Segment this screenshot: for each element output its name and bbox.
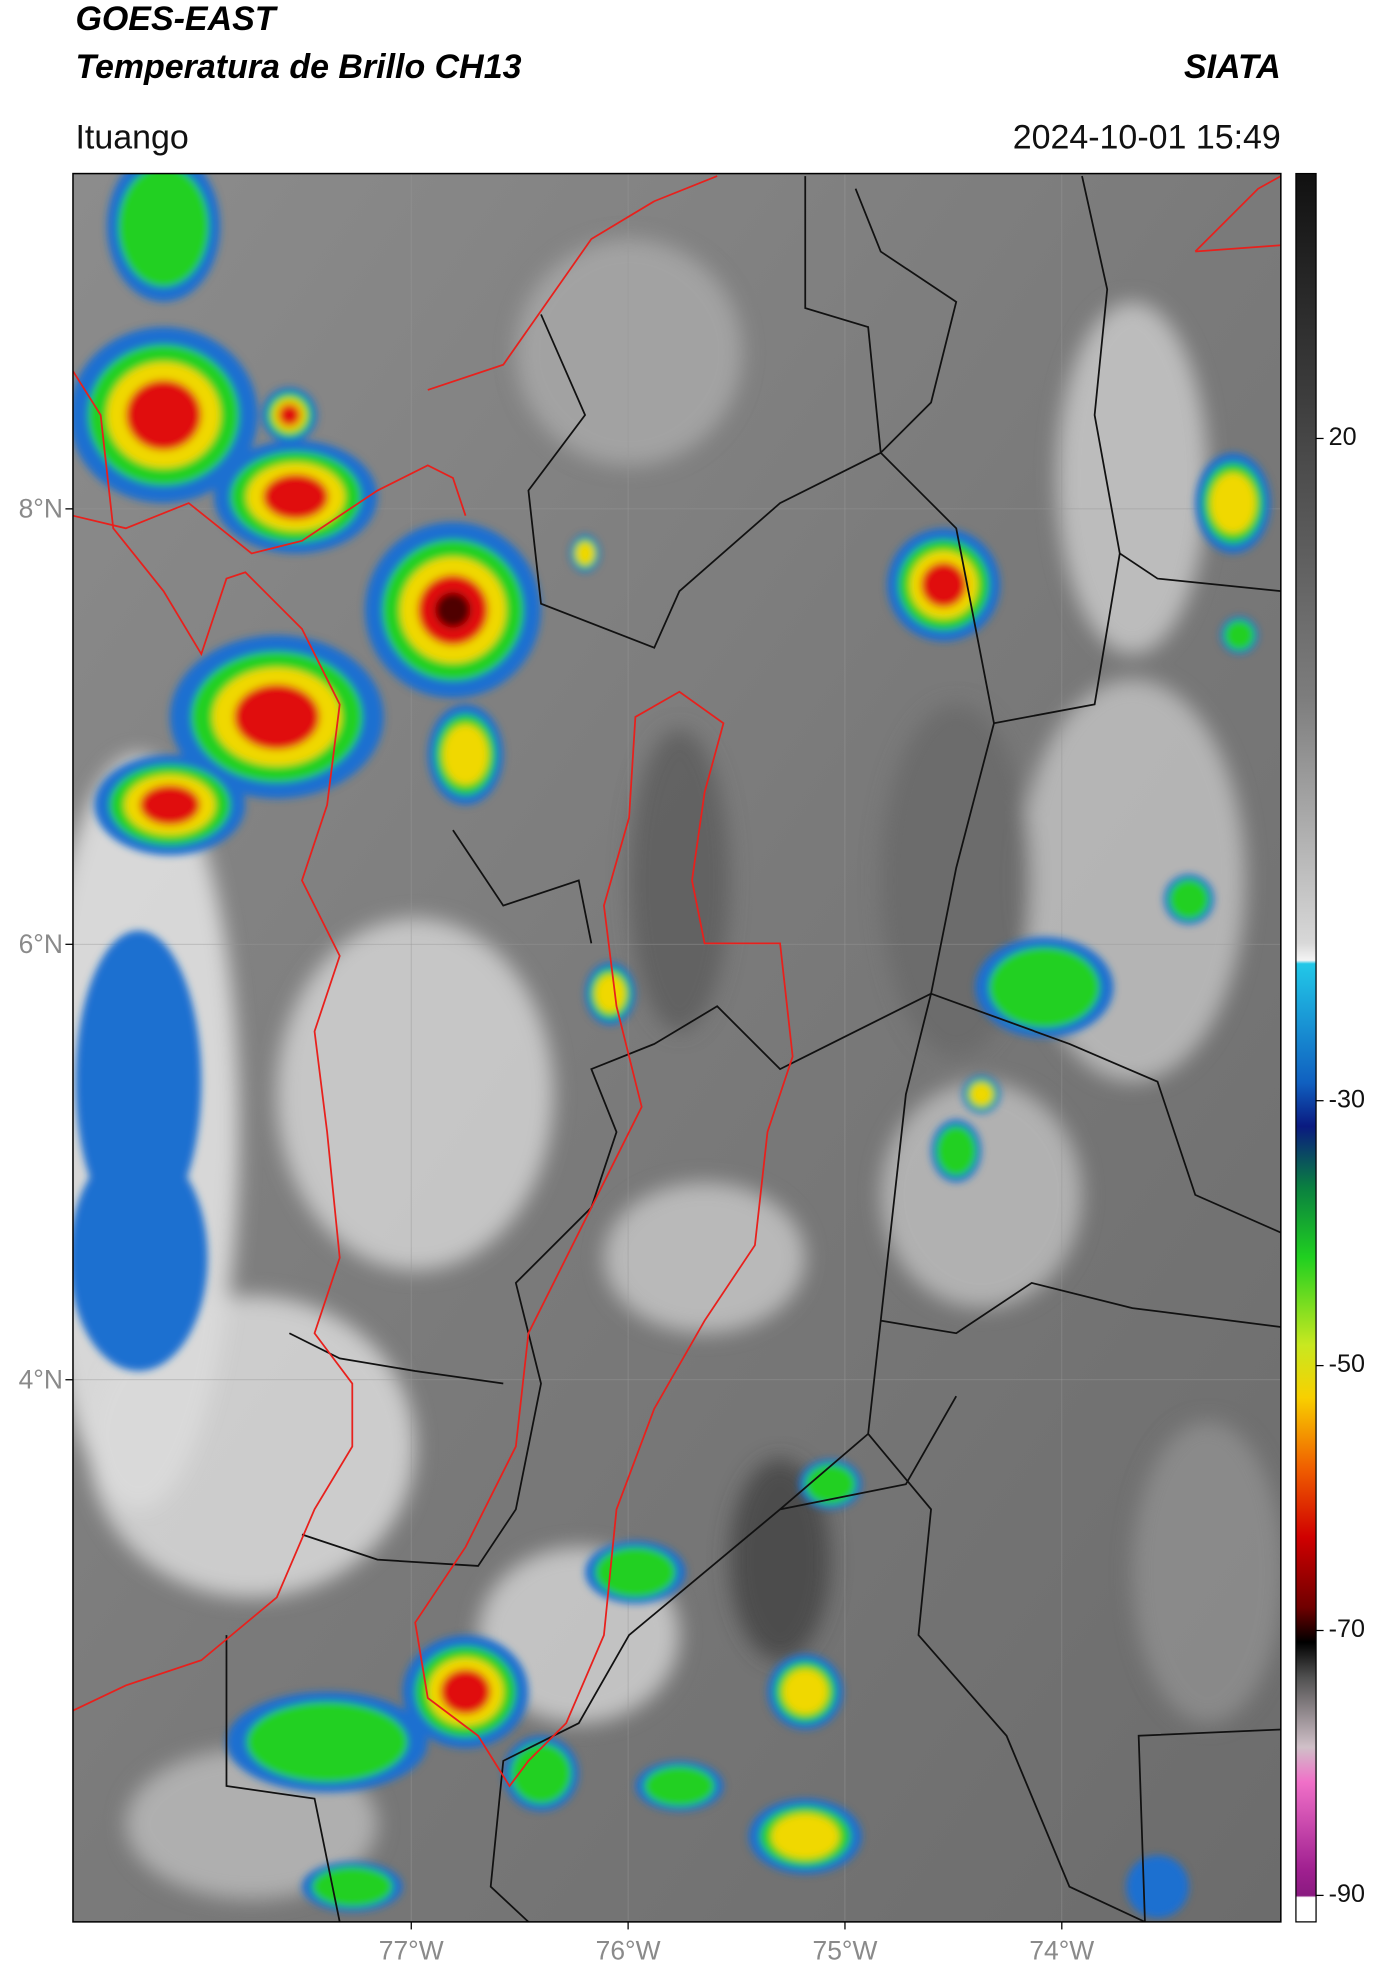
storm-cell	[936, 1125, 977, 1177]
timestamp: 2024-10-01 15:49	[1013, 118, 1281, 156]
storm-cell	[139, 784, 201, 826]
storm-cell	[435, 592, 471, 628]
storm-cell	[771, 1813, 840, 1859]
colorbar-tick-label: -90	[1329, 1880, 1365, 1908]
colorbar-ticks: 20 -30 -50 -70 -90	[1316, 423, 1365, 1908]
y-tick-label: 8°N	[19, 494, 63, 524]
cloud	[1056, 301, 1208, 655]
storm-cell	[988, 947, 1100, 1028]
storm-cell	[805, 1464, 856, 1505]
storm-cell	[510, 1743, 572, 1804]
storm-cell	[1126, 1855, 1189, 1919]
storm-cell	[442, 724, 489, 785]
storm-layer	[72, 173, 1271, 1919]
storm-cell	[312, 1866, 393, 1907]
storm-cell	[920, 562, 967, 608]
storm-cell	[234, 684, 320, 750]
colorbar-tick-label: -50	[1329, 1350, 1365, 1378]
y-tick-label: 4°N	[19, 1365, 63, 1395]
borders	[225, 175, 1281, 1922]
colorbar-tick-label: -30	[1329, 1085, 1365, 1113]
storm-cell	[246, 1701, 408, 1783]
cloud	[603, 1182, 806, 1334]
storm-cell	[72, 1144, 208, 1371]
department-borders	[72, 175, 1281, 1788]
storm-cell	[1168, 879, 1210, 920]
cloud	[629, 729, 730, 1032]
storm-cell	[440, 1669, 491, 1715]
cloud	[729, 1459, 831, 1661]
colorbar	[1295, 172, 1317, 1923]
storm-cell	[262, 474, 329, 520]
cloud	[1132, 1421, 1281, 1724]
storm-cell	[125, 379, 202, 451]
cloud	[88, 1295, 416, 1598]
x-tick-label: 76°W	[596, 1936, 661, 1966]
storm-cell	[1224, 620, 1255, 651]
colorbar-tick-label: -70	[1329, 1615, 1365, 1643]
storm-cell	[970, 1082, 993, 1106]
location: Ituango	[75, 118, 188, 156]
cloud	[880, 1081, 1083, 1309]
storm-cell	[118, 173, 209, 287]
title: GOES-EAST	[75, 0, 278, 38]
map-axes: 77°W 76°W 75°W 74°W 8°N 6°N 4°N	[19, 494, 1095, 1966]
storm-cell	[1210, 472, 1256, 534]
subtitle: Temperatura de Brillo CH13	[75, 48, 521, 86]
storm-cell	[575, 542, 595, 565]
map-frame	[72, 172, 1282, 1923]
storm-cell	[644, 1765, 715, 1807]
cloud	[515, 238, 743, 466]
storm-cell	[595, 1547, 676, 1598]
storm-cell	[278, 403, 301, 427]
cloud	[276, 918, 554, 1271]
x-tick-label: 77°W	[379, 1936, 444, 1966]
storm-cell	[782, 1669, 828, 1715]
x-tick-label: 75°W	[813, 1936, 878, 1966]
colorbar-tick-label: 20	[1329, 423, 1357, 451]
storm-cell	[595, 974, 626, 1013]
y-tick-label: 6°N	[19, 929, 63, 959]
organization: SIATA	[1184, 48, 1281, 86]
x-tick-label: 74°W	[1029, 1936, 1094, 1966]
map	[72, 173, 1281, 1922]
